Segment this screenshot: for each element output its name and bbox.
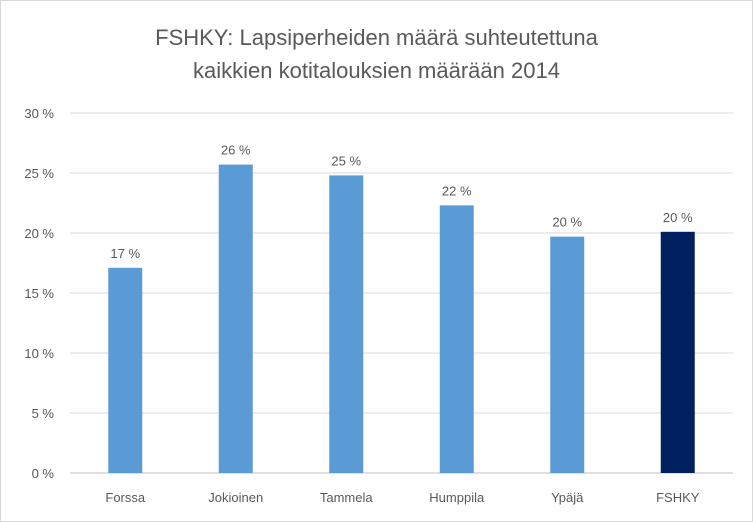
data-label: 20 % [663,210,693,225]
chart-title-line-2: kaikkien kotitalouksien määrään 2014 [193,58,560,83]
chart-title-line-1: FSHKY: Lapsiperheiden määrä suhteutettun… [155,25,598,50]
data-label: 25 % [331,153,361,168]
gridlines [70,112,733,474]
x-category-label: Ypäjä [551,490,584,505]
data-label: 17 % [110,246,140,261]
chart-title: FSHKY: Lapsiperheiden määrä suhteutettun… [1,21,752,87]
x-axis-category-labels: Forssa Jokioinen Tammela Humppila Ypäjä FSHKY [105,490,699,505]
bar [108,267,143,473]
x-category-label: Humppila [429,490,485,505]
x-category-label: Forssa [105,490,146,505]
y-tick-label: 10 % [24,346,54,361]
x-category-label: Jokioinen [208,490,263,505]
y-tick-label: 30 % [24,106,54,121]
y-tick-label: 5 % [32,406,55,421]
y-tick-label: 25 % [24,166,54,181]
x-category-label: Tammela [320,490,374,505]
x-category-label: FSHKY [656,490,700,505]
y-axis-tick-labels: 0 % 5 % 10 % 15 % 20 % 25 % 30 % [24,106,54,481]
bar [329,175,364,473]
data-labels: 17 % 26 % 25 % 22 % 20 % 20 % [110,143,693,261]
data-label: 20 % [552,215,582,230]
y-tick-label: 0 % [32,466,55,481]
bar [439,205,474,473]
bar [550,236,585,473]
y-tick-label: 15 % [24,286,54,301]
data-label: 26 % [221,143,251,158]
bar [218,164,253,473]
y-tick-label: 20 % [24,226,54,241]
data-label: 22 % [442,183,472,198]
bars [108,164,695,473]
bar [660,231,695,473]
